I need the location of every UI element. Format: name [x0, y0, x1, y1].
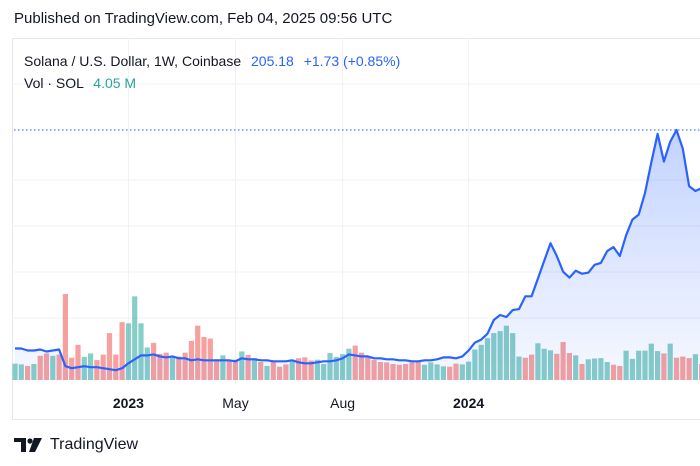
volume-bar — [62, 294, 68, 380]
price-line — [15, 128, 700, 372]
x-tick-label: Aug — [330, 395, 355, 411]
tradingview-logo-icon — [14, 438, 42, 452]
price-area — [15, 130, 700, 380]
x-tick-label: 2024 — [453, 395, 484, 411]
chart-legend: Solana / U.S. Dollar, 1W, Coinbase 205.1… — [24, 50, 400, 94]
volume-bar — [125, 323, 131, 380]
footer-brand[interactable]: TradingView — [14, 434, 138, 456]
volume-bar — [138, 323, 144, 380]
header: Published on TradingView.com, Feb 04, 20… — [0, 0, 700, 38]
x-tick-label: May — [222, 395, 248, 411]
volume-bar — [12, 363, 18, 380]
volume-value: 4.05 M — [93, 75, 137, 91]
volume-bar — [132, 296, 138, 380]
x-tick-label: 2023 — [113, 395, 144, 411]
chart-frame[interactable] — [12, 38, 700, 420]
volume-bar — [113, 354, 119, 380]
legend-row-volume: Vol · SOL 4.05 M — [24, 72, 400, 94]
volume-bar — [106, 333, 113, 380]
tradingview-wordmark: TradingView — [50, 436, 139, 453]
symbol-title: Solana / U.S. Dollar, 1W, Coinbase — [24, 53, 242, 69]
volume-bar — [201, 337, 207, 380]
volume-bar — [119, 322, 125, 380]
published-note: Published on TradingView.com, Feb 04, 20… — [14, 10, 393, 27]
volume-label: Vol · SOL — [24, 75, 84, 91]
volume-bar — [195, 325, 201, 380]
price-change: +1.73 (+0.85%) — [303, 53, 401, 69]
volume-bar — [75, 344, 81, 380]
legend-row-symbol: Solana / U.S. Dollar, 1W, Coinbase 205.1… — [24, 50, 400, 72]
last-price: 205.18 — [251, 53, 294, 69]
